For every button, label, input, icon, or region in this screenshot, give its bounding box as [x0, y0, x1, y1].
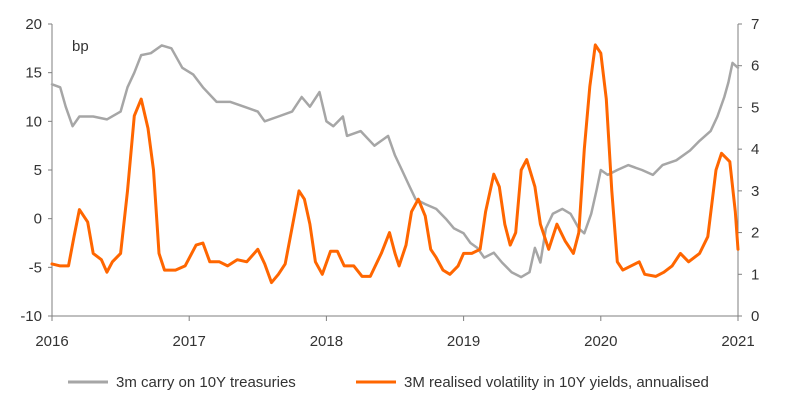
- left-tick-label: -5: [29, 259, 42, 276]
- x-tick-label: 2021: [721, 333, 754, 350]
- legend: 3m carry on 10Y treasuries 3M realised vo…: [68, 374, 709, 391]
- x-tick-label: 2019: [447, 333, 480, 350]
- x-tick-label: 2018: [310, 333, 343, 350]
- left-tick-label: 10: [25, 113, 42, 130]
- left-tick-label: 5: [34, 162, 42, 179]
- right-y-axis: 7 6 5 4 3 2 1 0: [738, 16, 759, 325]
- x-axis: 2016 2017 2018 2019 2020 2021: [35, 316, 755, 350]
- left-tick-label: 0: [34, 211, 42, 228]
- x-tick-label: 2017: [173, 333, 206, 350]
- right-tick-label: 0: [751, 308, 759, 325]
- left-tick-label: -10: [20, 308, 42, 325]
- left-y-axis: 20 15 10 5 0 -5 -10: [20, 16, 52, 325]
- right-tick-label: 6: [751, 58, 759, 75]
- x-tick-label: 2016: [35, 333, 68, 350]
- right-tick-label: 2: [751, 225, 759, 242]
- right-tick-label: 3: [751, 183, 759, 200]
- carry-series-line: [50, 44, 740, 279]
- unit-label: bp: [72, 38, 89, 55]
- right-tick-label: 4: [751, 141, 759, 158]
- series-layer: [50, 43, 740, 285]
- right-tick-label: 7: [751, 16, 759, 33]
- right-tick-label: 5: [751, 99, 759, 116]
- left-tick-label: 20: [25, 16, 42, 33]
- legend-label: 3M realised volatility in 10Y yields, an…: [404, 374, 709, 391]
- legend-label: 3m carry on 10Y treasuries: [116, 374, 296, 391]
- volatility-series-line: [50, 43, 740, 285]
- x-tick-label: 2020: [584, 333, 617, 350]
- right-tick-label: 1: [751, 266, 759, 283]
- left-tick-label: 15: [25, 65, 42, 82]
